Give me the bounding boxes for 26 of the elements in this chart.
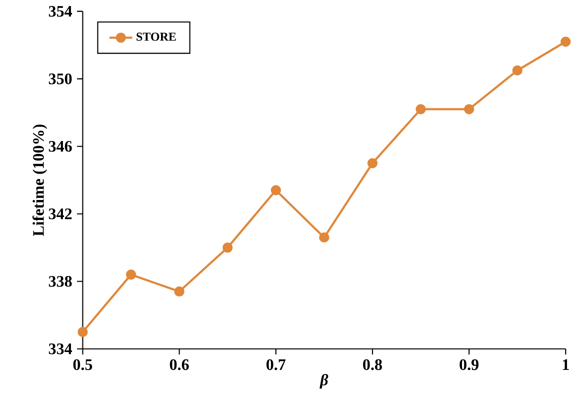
- point: [319, 232, 330, 242]
- x-tick-label: 0.9: [460, 359, 478, 370]
- y-tick-label: 342: [48, 208, 72, 220]
- point: [222, 242, 233, 253]
- point: [126, 269, 136, 280]
- point: [367, 158, 378, 168]
- y-tick-label: 346: [48, 140, 72, 152]
- x-tick-label: 0.7: [266, 359, 286, 370]
- point: [464, 104, 474, 114]
- x-tick-label: 1: [562, 359, 569, 370]
- x-axis-title: β: [320, 374, 328, 389]
- x-tick-label: 0.6: [170, 359, 189, 370]
- point: [512, 65, 522, 76]
- y-tick-label: 338: [48, 276, 72, 287]
- point: [174, 286, 184, 296]
- point: [78, 326, 88, 337]
- y-axis-title: Lifetime (100%): [32, 124, 48, 236]
- point: [560, 36, 571, 47]
- point: [416, 104, 426, 114]
- y-tick-label: 350: [48, 73, 72, 84]
- x-tick-label: 0.8: [363, 359, 382, 370]
- x-tick-label: 0.5: [73, 359, 92, 370]
- y-tick-label: 354: [48, 6, 72, 17]
- y-tick-label: 334: [48, 343, 72, 354]
- legend-label: STORE: [136, 32, 176, 41]
- point: [270, 185, 281, 196]
